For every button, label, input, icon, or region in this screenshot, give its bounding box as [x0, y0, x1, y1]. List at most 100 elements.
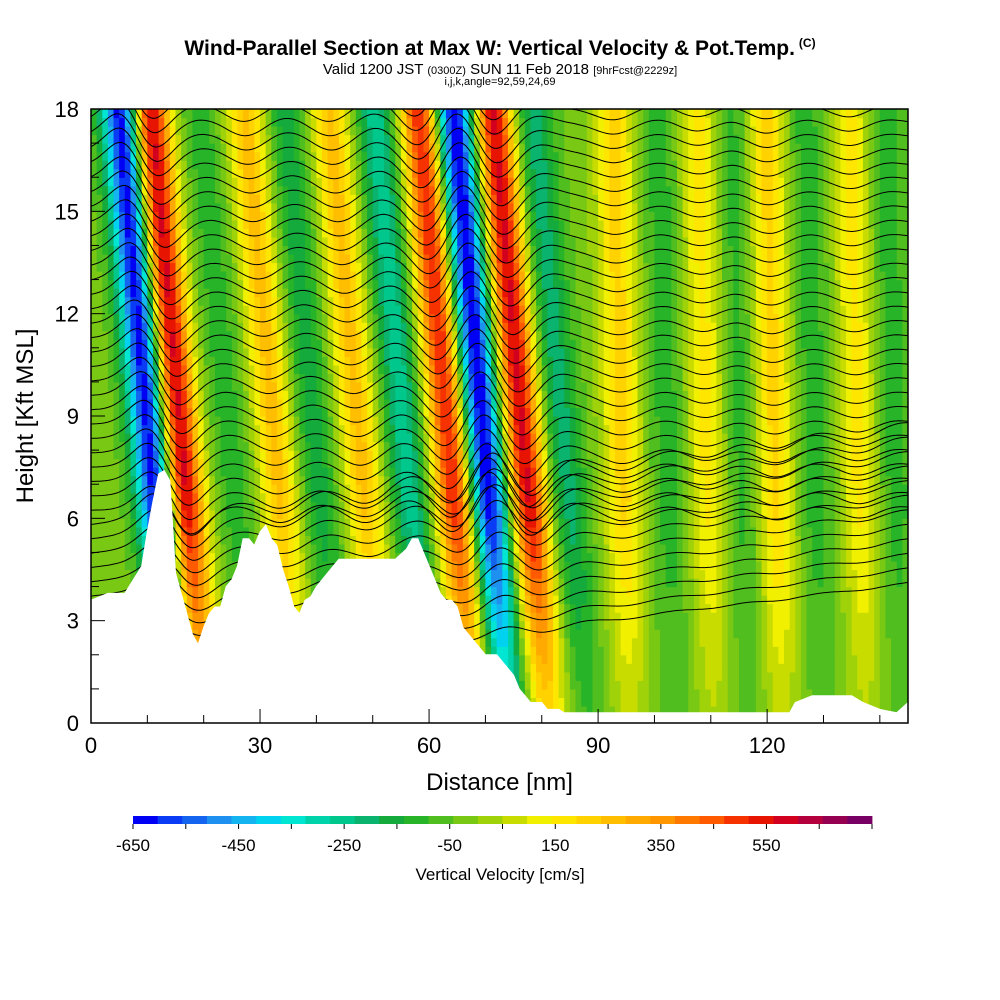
vv-cell: [434, 535, 441, 545]
vv-cell: [276, 271, 284, 281]
vv-cell: [299, 194, 306, 204]
vv-cell: [445, 219, 453, 229]
vv-cell: [305, 467, 312, 477]
vv-cell: [220, 143, 227, 153]
vv-cell: [350, 526, 357, 536]
vv-cell: [417, 322, 425, 332]
vv-cell: [344, 373, 351, 383]
vv-cell: [344, 117, 351, 127]
vv-cell: [310, 126, 317, 136]
vv-cell: [271, 109, 278, 119]
vv-cell: [434, 424, 441, 434]
vv-cell: [378, 236, 385, 247]
vv-cell: [417, 458, 425, 468]
vv-cell: [169, 390, 177, 400]
vv-cell: [327, 407, 334, 417]
vv-cell: [355, 271, 363, 281]
vv-cell: [395, 117, 402, 127]
vv-cell: [417, 160, 425, 170]
vv-cell: [310, 398, 317, 409]
vv-cell: [451, 253, 458, 264]
vv-cell: [231, 330, 239, 340]
vv-cell: [310, 509, 317, 519]
vv-cell: [412, 322, 419, 332]
vv-cell: [119, 134, 126, 144]
vv-cell: [468, 271, 475, 281]
vv-cell: [203, 501, 210, 511]
vv-cell: [474, 253, 481, 264]
vv-cell: [169, 433, 177, 443]
vv-cell: [192, 433, 199, 443]
vv-cell: [192, 177, 199, 187]
vv-cell: [113, 126, 120, 136]
vv-cell: [147, 202, 154, 212]
vv-cell: [198, 501, 205, 511]
vv-cell: [282, 185, 289, 195]
vv-cell: [288, 347, 295, 357]
vv-cell: [214, 501, 222, 511]
vv-cell: [158, 168, 165, 178]
vv-cell: [423, 390, 430, 400]
vv-cell: [282, 407, 289, 417]
vv-cell: [220, 185, 227, 195]
vv-cell: [147, 416, 154, 426]
vv-cell: [406, 134, 413, 144]
vv-cell: [152, 228, 160, 238]
vv-cell: [164, 398, 171, 409]
vv-cell: [423, 552, 430, 562]
vv-cell: [400, 543, 408, 554]
vv-cell: [214, 245, 222, 255]
vv-cell: [299, 552, 306, 562]
vv-cell: [141, 228, 148, 238]
vv-cell: [423, 441, 430, 451]
vv-cell: [107, 330, 115, 340]
vv-cell: [181, 356, 188, 366]
vv-cell: [198, 398, 205, 409]
vv-cell: [440, 151, 447, 161]
vv-cell: [192, 322, 199, 332]
vv-cell: [445, 381, 453, 392]
vv-cell: [254, 296, 261, 306]
vv-cell: [152, 467, 160, 477]
vv-cell: [316, 330, 323, 340]
vv-cell: [462, 569, 470, 579]
vv-cell: [293, 441, 301, 451]
vv-cell: [355, 450, 363, 460]
vv-cell: [260, 279, 267, 289]
vv-cell: [107, 288, 115, 298]
vv-cell: [96, 236, 103, 247]
vv-cell: [209, 552, 216, 562]
vv-cell: [367, 492, 374, 502]
vv-cell: [243, 245, 250, 255]
vv-cell: [462, 509, 470, 519]
vv-cell: [299, 330, 306, 340]
vv-cell: [327, 202, 334, 212]
vv-cell: [186, 381, 194, 392]
vv-cell: [310, 526, 317, 536]
vv-cell: [367, 143, 374, 153]
vv-cell: [445, 168, 453, 178]
vv-cell: [434, 253, 441, 264]
vv-cell: [445, 356, 453, 366]
vv-cell: [231, 126, 239, 136]
vv-cell: [395, 211, 402, 221]
vv-cell: [192, 168, 199, 178]
vv-cell: [96, 578, 103, 588]
vv-cell: [305, 126, 312, 136]
vv-cell: [107, 398, 115, 409]
vv-cell: [305, 560, 312, 571]
vv-cell: [102, 509, 109, 519]
vv-cell: [457, 381, 464, 392]
vv-cell: [445, 253, 453, 264]
vv-cell: [271, 245, 278, 255]
vv-cell: [265, 339, 272, 349]
vv-cell: [445, 518, 453, 528]
vv-cell: [338, 279, 346, 289]
vv-cell: [248, 330, 255, 340]
vv-cell: [412, 398, 419, 409]
vv-cell: [220, 194, 227, 204]
vv-cell: [434, 501, 441, 511]
vv-cell: [378, 143, 385, 153]
vv-cell: [344, 458, 351, 468]
vv-cell: [141, 356, 148, 366]
